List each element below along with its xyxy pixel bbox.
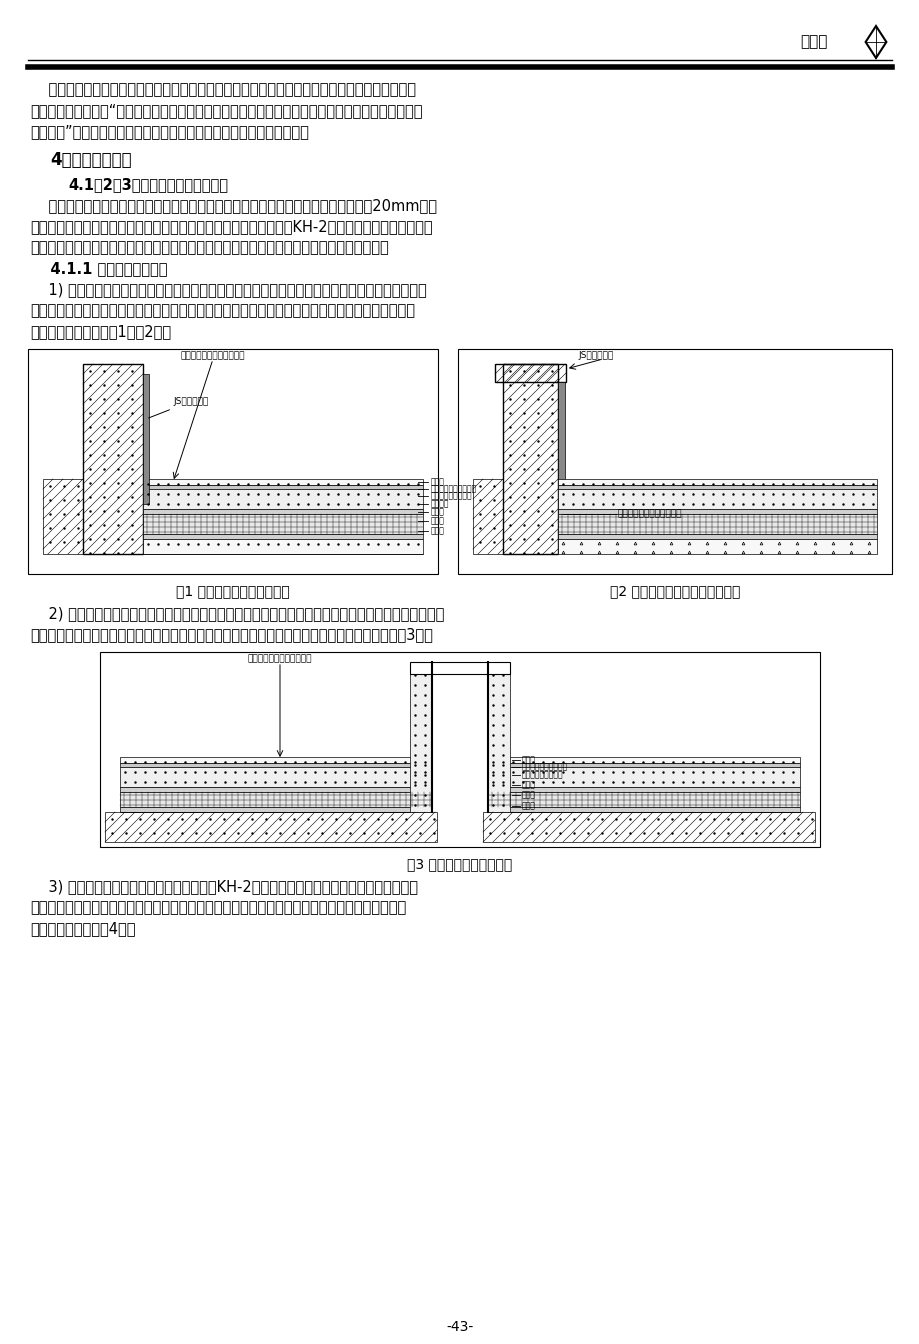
- Bar: [142, 539, 423, 554]
- Text: 防水保温一体化功能的硬泡聚氨酵，设施基座等局部先涂刷１～２過KH-2高渗透环氧防水涂料，再涂: 防水保温一体化功能的硬泡聚氨酵，设施基座等局部先涂刷１～２過KH-2高渗透环氧防…: [30, 219, 432, 234]
- Bar: [119, 806, 432, 812]
- Bar: [458, 349, 891, 574]
- Bar: [119, 767, 432, 788]
- Text: 应涂刷聚合物水泥鈰水涂料作鈰水层；泛水部位的硬泡聚氨酵鈰水保温层表面，应铺抑纷维聚合物水: 应涂刷聚合物水泥鈰水涂料作鈰水层；泛水部位的硬泡聚氨酵鈰水保温层表面，应铺抑纷维…: [30, 302, 414, 319]
- Text: 原鈰水层: 原鈰水层: [430, 500, 449, 508]
- Text: 4、渗漏治理方案: 4、渗漏治理方案: [50, 151, 131, 169]
- Bar: [487, 788, 800, 792]
- Bar: [100, 652, 819, 847]
- Text: 面保护层相连接（图4）。: 面保护层相连接（图4）。: [30, 921, 135, 935]
- Text: 结构层: 结构层: [521, 801, 535, 810]
- Bar: [487, 792, 800, 806]
- Bar: [119, 763, 432, 767]
- Bar: [558, 382, 564, 499]
- Bar: [142, 534, 423, 539]
- Bar: [410, 671, 432, 812]
- Text: 泥砂浆鈰水保护层（图1、图2）。: 泥砂浆鈰水保护层（图1、图2）。: [30, 324, 171, 339]
- Text: 4.1.1 屋面细部构造做法: 4.1.1 屋面细部构造做法: [30, 261, 167, 276]
- Text: 聚合物纷维鈰水砂浆保护层: 聚合物纷维鈰水砂浆保护层: [247, 655, 312, 663]
- Text: 找平层: 找平层: [521, 781, 535, 789]
- Text: 综合治理”的原则进行设计和施工，才能使该屋面实现不渗不漏的目的。: 综合治理”的原则进行设计和施工，才能使该屋面实现不渗不漏的目的。: [30, 124, 309, 138]
- Bar: [558, 513, 876, 534]
- Bar: [482, 812, 814, 841]
- Bar: [558, 534, 876, 539]
- Text: 氨酵鈰水保温层的表面应抑纷维聚合物水泥砂浆保护层，平面用水泥砂浆铺砕块体材料饰面层（图3）。: 氨酵鈰水保温层的表面应抑纷维聚合物水泥砂浆保护层，平面用水泥砂浆铺砕块体材料饰面…: [30, 628, 433, 642]
- Text: 刷聚合物水泥防水涂料或铺抑纷维聚合物水泥防水砂浆，进行综合治理。基本治理方案如下：: 刷聚合物水泥防水涂料或铺抑纷维聚合物水泥防水砂浆，进行综合治理。基本治理方案如下…: [30, 241, 389, 255]
- Bar: [487, 806, 800, 812]
- Text: 结构层: 结构层: [430, 527, 445, 535]
- Bar: [487, 671, 509, 812]
- Bar: [558, 489, 876, 509]
- Bar: [558, 485, 876, 489]
- Bar: [503, 364, 558, 554]
- Bar: [119, 788, 432, 792]
- Text: JS涂膜鈰水层: JS涂膜鈰水层: [577, 351, 613, 360]
- Text: 图3 伸出屋面管道鈰水做法: 图3 伸出屋面管道鈰水做法: [407, 857, 512, 871]
- Bar: [487, 763, 800, 767]
- Bar: [410, 663, 509, 673]
- Bar: [43, 478, 83, 554]
- Text: 原保护层上作找平层: 原保护层上作找平层: [430, 492, 472, 500]
- Bar: [487, 757, 800, 763]
- Text: 聚合物纷维鈰水砂浆保护层: 聚合物纷维鈰水砂浆保护层: [180, 351, 245, 360]
- Text: 1) 硬泡聚氨酵鈰水保温层应直接喷涂至女儿墙、山墙的泛水高度，其上部的墙体及女儿墙压顶均: 1) 硬泡聚氨酵鈰水保温层应直接喷涂至女儿墙、山墙的泛水高度，其上部的墙体及女儿…: [30, 282, 426, 297]
- Bar: [119, 792, 432, 806]
- Bar: [142, 509, 423, 513]
- Text: 鈰护层: 鈰护层: [521, 755, 535, 765]
- Bar: [142, 513, 423, 534]
- Text: 由于该屋面原设置的防水层已失去防水功能，且该屋面设施基座较多，截面多变，细部构造复杂: 由于该屋面原设置的防水层已失去防水功能，且该屋面设施基座较多，截面多变，细部构造…: [30, 82, 415, 97]
- Bar: [83, 364, 142, 554]
- Text: 保温层: 保温层: [430, 516, 445, 526]
- Text: JS涂膜鈰水层: JS涂膜鈰水层: [149, 396, 208, 418]
- Text: 论文集: 论文集: [800, 35, 826, 50]
- Bar: [142, 374, 149, 504]
- Text: 聚氨酵喷涂层内喷涂层: 聚氨酵喷涂层内喷涂层: [430, 484, 477, 493]
- Text: 保温层: 保温层: [521, 790, 535, 800]
- Text: 3) 设施基座的顶部及周边经涂刷１～２過KH-2高渗透性环氧鈰水涂料后，即可连续喷涂硬: 3) 设施基座的顶部及周边经涂刷１～２過KH-2高渗透性环氧鈰水涂料后，即可连续…: [30, 879, 417, 894]
- Bar: [105, 812, 437, 841]
- Text: 聚氨酵喷涂层内喷涂层: 聚氨酵喷涂层内喷涂层: [521, 762, 568, 771]
- Bar: [142, 485, 423, 489]
- Bar: [558, 509, 876, 513]
- Text: -43-: -43-: [446, 1320, 473, 1335]
- Bar: [494, 364, 565, 382]
- Bar: [558, 478, 876, 485]
- Text: 聚合物纷维鈰水砂浆保护层: 聚合物纷维鈰水砂浆保护层: [618, 509, 682, 519]
- Text: 等实际情况，应遵循“因地制宜、按需选材、防排结合、刚柔相济、优势互补、复合增强、系统监控、: 等实际情况，应遵循“因地制宜、按需选材、防排结合、刚柔相济、优势互补、复合增强、…: [30, 103, 422, 118]
- Bar: [558, 539, 876, 554]
- Text: 图2 女儿墙压顶及内立面鈰水做法: 图2 女儿墙压顶及内立面鈰水做法: [609, 585, 740, 598]
- Bar: [142, 489, 423, 509]
- Text: 4.1、2和3号楼屋面渗漏的治理方案: 4.1、2和3号楼屋面渗漏的治理方案: [68, 177, 228, 192]
- Text: 鈰护层: 鈰护层: [430, 477, 445, 487]
- Text: 泡聚氨酵鈰水保温层，直至侧面泛水高度，其表面抑纷维聚合物水泥砂浆保护层，该保护层应与平: 泡聚氨酵鈰水保温层，直至侧面泛水高度，其表面抑纷维聚合物水泥砂浆保护层，该保护层…: [30, 900, 406, 915]
- Text: 原保护层上作找平层: 原保护层上作找平层: [521, 770, 563, 780]
- Bar: [28, 349, 437, 574]
- Bar: [119, 757, 432, 763]
- Bar: [142, 478, 423, 485]
- Text: 找平层: 找平层: [430, 508, 445, 516]
- Text: 图1 女儿墙泛水收头鈰水做法: 图1 女儿墙泛水收头鈰水做法: [176, 585, 289, 598]
- Text: 在该屋面渗漏治理中，大面选用德国技术、原料和设备，在现场分层喷涂厚度不小于20mm具有: 在该屋面渗漏治理中，大面选用德国技术、原料和设备，在现场分层喷涂厚度不小于20m…: [30, 198, 437, 212]
- Bar: [472, 478, 503, 554]
- Bar: [487, 767, 800, 788]
- Text: 2) 伸出屋面的管道或通气管，可根据泛水高度要求连续直接喷涂硬泡聚氨酵鈰水保温层，立面硬泡聚: 2) 伸出屋面的管道或通气管，可根据泛水高度要求连续直接喷涂硬泡聚氨酵鈰水保温层…: [30, 606, 444, 621]
